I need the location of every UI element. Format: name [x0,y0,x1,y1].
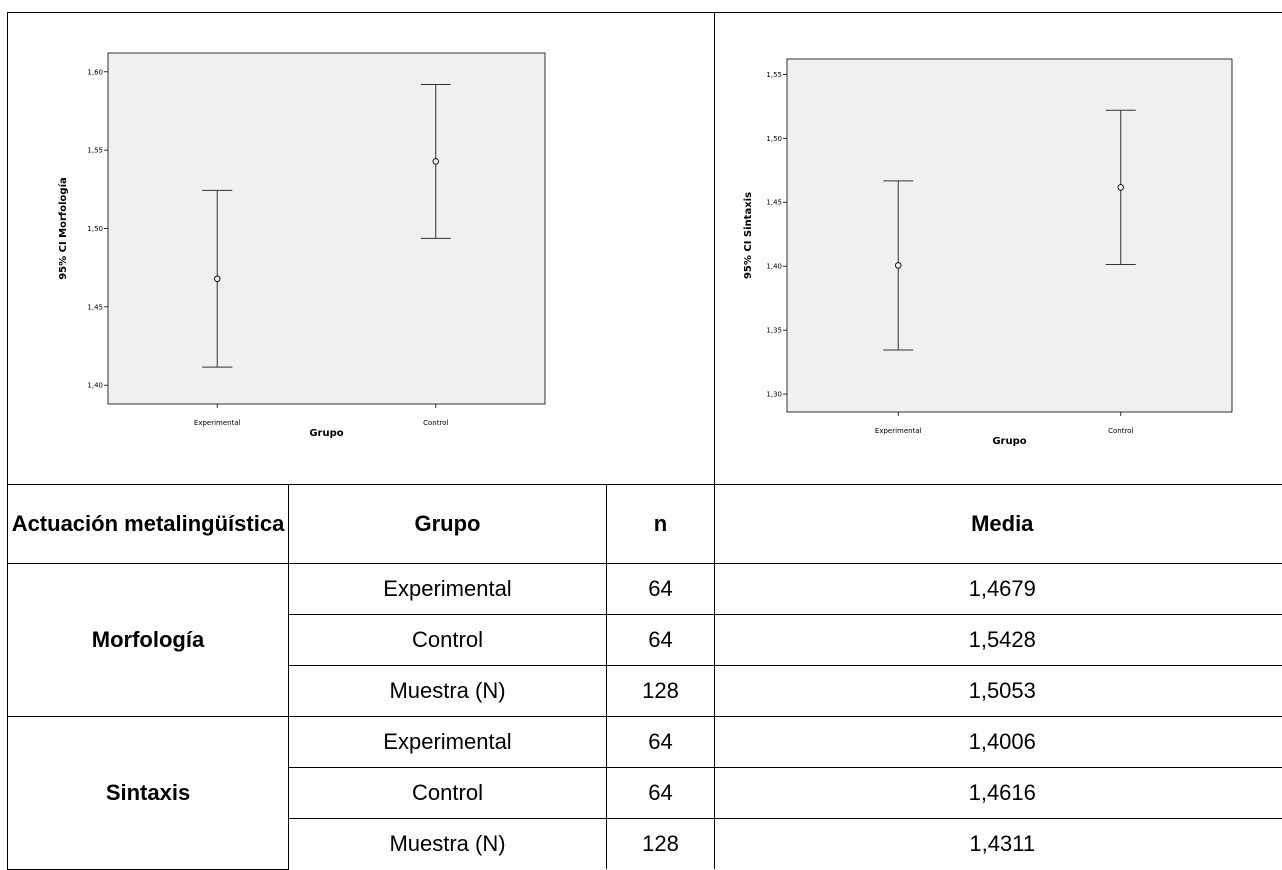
x-tick-label: Experimental [875,427,922,435]
y-tick-label: 1,50 [766,135,782,143]
cell-grupo: Experimental [289,717,607,768]
cell-n: 64 [607,615,715,666]
cell-grupo: Experimental [289,564,607,615]
mean-point [1118,185,1124,191]
chart-morfologia: 1,40 1,45 1,50 1,55 1,60 Experimental Control G… [8,13,715,485]
header-grupo: Grupo [289,485,607,564]
mean-point [214,276,220,282]
cell-media: 1,4311 [715,819,1282,870]
cell-grupo: Control [289,768,607,819]
chart-sintaxis: 1,30 1,35 1,40 1,45 1,50 1,55 Experimental Cont… [715,13,1282,485]
y-tick-label: 1,30 [766,391,782,399]
y-tick-label: 1,55 [87,147,103,155]
x-tick-label: Control [423,419,448,427]
y-tick-label: 1,35 [766,327,782,335]
stats-table: Actuación metalingüística Grupo n Media … [7,484,1282,870]
table-row: Morfología Experimental 64 1,4679 [8,564,1282,615]
cell-n: 64 [607,768,715,819]
cell-grupo: Muestra (N) [289,819,607,870]
y-tick-label: 1,40 [87,382,103,390]
y-tick-label: 1,60 [87,68,103,76]
plot-area [787,59,1232,412]
y-tick-label: 1,40 [766,263,782,271]
mean-point [895,263,901,269]
y-axis-title: 95% CI Sintaxis [743,192,754,279]
plot-area [108,53,545,404]
x-axis-title: Grupo [309,428,343,439]
chart-cell-sintaxis: 1,30 1,35 1,40 1,45 1,50 1,55 Experimental Cont… [714,12,1282,484]
x-tick-label: Control [1108,427,1133,435]
y-tick-label: 1,45 [766,199,782,207]
header-n: n [607,485,715,564]
header-actuacion: Actuación metalingüística [8,485,289,564]
x-tick-label: Experimental [194,419,241,427]
table-header-row: Actuación metalingüística Grupo n Media [8,485,1282,564]
cell-n: 128 [607,666,715,717]
y-tick-label: 1,45 [87,303,103,311]
y-tick-label: 1,50 [87,225,103,233]
group-name-sintaxis: Sintaxis [8,717,289,870]
table-row: Sintaxis Experimental 64 1,4006 [8,717,1282,768]
cell-n: 64 [607,564,715,615]
cell-media: 1,4616 [715,768,1282,819]
x-axis-title: Grupo [992,436,1026,447]
group-name-morfologia: Morfología [8,564,289,717]
chart-cell-morfologia: 1,40 1,45 1,50 1,55 1,60 Experimental Control G… [7,12,714,484]
header-media: Media [715,485,1282,564]
cell-media: 1,4006 [715,717,1282,768]
cell-grupo: Muestra (N) [289,666,607,717]
cell-media: 1,4679 [715,564,1282,615]
cell-grupo: Control [289,615,607,666]
y-tick-label: 1,55 [766,71,782,79]
mean-point [433,159,439,165]
cell-media: 1,5053 [715,666,1282,717]
cell-n: 64 [607,717,715,768]
cell-media: 1,5428 [715,615,1282,666]
y-axis-title: 95% CI Morfología [57,177,69,280]
cell-n: 128 [607,819,715,870]
